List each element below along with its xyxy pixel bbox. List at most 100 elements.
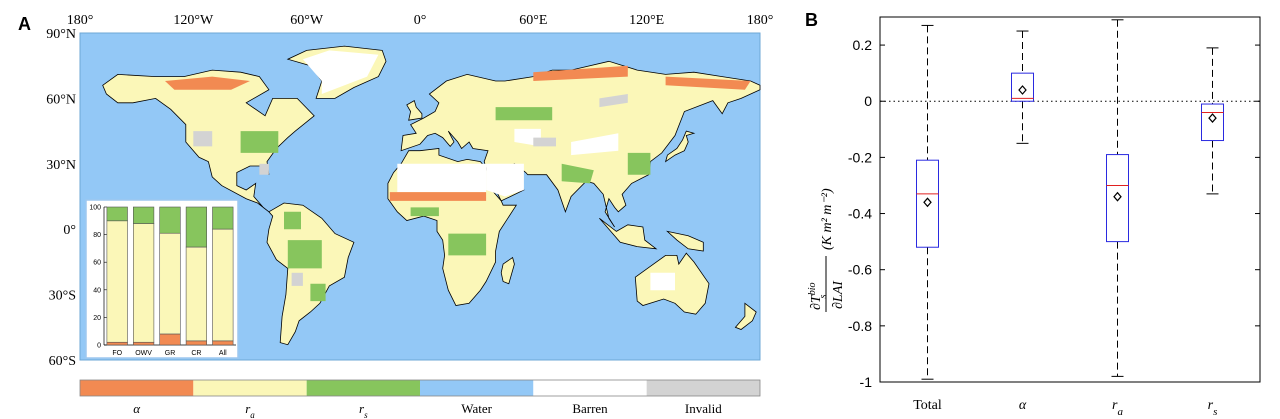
panel-b-letter: B	[805, 10, 818, 30]
legend-frame	[79, 379, 761, 397]
mean-marker	[1018, 85, 1027, 95]
lon-label-1: 120°W	[173, 13, 214, 28]
plot-frame	[879, 16, 1261, 383]
patch-barren-3	[571, 133, 619, 156]
patch-rs-11	[287, 240, 322, 269]
legend-swatch-alpha	[80, 380, 194, 396]
latitude-labels: 90°N 60°N 30°N 0° 30°S 60°S	[46, 27, 76, 369]
box-1	[1011, 30, 1034, 144]
ytick-label-1: 0	[864, 93, 872, 109]
ytick-label-3: -0.4	[848, 206, 872, 222]
patch-barren-4	[650, 272, 675, 291]
ylabel-sup: bio	[807, 283, 818, 296]
land-japan	[664, 130, 696, 163]
inset-bar-chart: 0 20 40 60 80 100 FO OWV GR CR All	[85, 199, 239, 359]
lat-label-2: 30°N	[46, 158, 76, 173]
patch-invalid-20	[291, 272, 303, 286]
inset-bar-OWV-rs	[133, 206, 155, 224]
legend-label-rs: rs	[359, 401, 368, 419]
lat-label-5: 60°S	[49, 354, 76, 369]
lon-label-2: 60°W	[290, 13, 324, 28]
inset-ytick-label-1: 20	[93, 315, 101, 322]
inset-xtick-label-4: All	[219, 350, 227, 357]
legend-label-alpha: α	[133, 401, 141, 416]
map-legend: α ra rs Water Barren Invalid	[79, 379, 761, 419]
lat-label-4: 30°S	[49, 289, 76, 304]
inset-bar-GR-alpha	[159, 333, 181, 346]
patch-rs-12	[310, 283, 326, 302]
patch-rs-15	[561, 163, 594, 184]
inset-bar-CR-alpha	[185, 340, 207, 346]
land-south-america	[266, 202, 355, 346]
inset-bars: FO OWV GR CR All	[106, 206, 234, 357]
inset-xtick-label-0: FO	[112, 350, 122, 357]
patch-rs-16	[627, 152, 651, 175]
legend-swatch-barren	[533, 380, 647, 396]
lon-label-5: 120°E	[629, 13, 664, 28]
patch-invalid-21	[599, 94, 628, 108]
xtick-label-0: Total	[913, 398, 942, 413]
inset-bar-CR-rs	[185, 206, 207, 248]
xtick-label-2: ra	[1112, 398, 1123, 418]
land-indonesia	[599, 217, 658, 250]
lat-label-1: 60°N	[46, 92, 76, 107]
ytick-label-6: -1	[860, 374, 873, 390]
inset-bar-OWV-ra	[133, 223, 155, 343]
inset-ytick-label-5: 100	[89, 205, 101, 212]
box-plot: 0.2 0 -0.2 -0.4 -0.6 -0.8 -1 Total α ra rs ∂Tbios…	[807, 16, 1261, 418]
patch-rs-17	[284, 211, 301, 230]
ylabel-partial: ∂T	[809, 294, 824, 310]
inset-ytick-label-0: 0	[97, 343, 101, 350]
inset-ytick-label-3: 60	[93, 260, 101, 267]
svg-text:∂Tbios: ∂Tbios	[807, 283, 829, 311]
inset-ytick-label-4: 80	[93, 232, 101, 239]
boxes	[916, 19, 1224, 380]
ylabel-sub: s	[818, 295, 829, 299]
land-new-zealand	[734, 302, 757, 330]
legend-label-invalid: Invalid	[685, 401, 722, 416]
patch-rs-18	[495, 107, 553, 121]
inset-bar-GR-ra	[159, 232, 181, 335]
patch-alpha-7	[165, 76, 250, 90]
patch-barren-1	[486, 163, 524, 197]
legend-label-water: Water	[461, 401, 492, 416]
legend-swatch-ra	[193, 380, 307, 396]
longitude-labels: 180° 120°W 60°W 0° 60°E 120°E 180°	[67, 13, 774, 28]
patch-rs-13	[448, 233, 487, 256]
ylabel-units: (K m² m⁻²)	[820, 188, 835, 250]
mean-marker	[1113, 191, 1122, 202]
inset-xtick-label-3: CR	[191, 350, 201, 357]
inset-bar-FO-alpha	[106, 341, 128, 346]
inset-xtick-label-1: OWV	[135, 350, 152, 357]
inset-xtick-label-2: GR	[165, 350, 176, 357]
legend-swatch-water	[420, 380, 534, 396]
y-axis-label: ∂Tbios ∂LAI (K m² m⁻²)	[807, 188, 846, 312]
land-new-guinea	[666, 230, 704, 252]
box-3	[1201, 47, 1224, 195]
patch-invalid-22	[533, 137, 556, 147]
lat-label-0: 90°N	[46, 27, 76, 42]
patch-invalid-19	[259, 163, 269, 175]
patch-alpha-6	[389, 192, 487, 201]
inset-bar-All-rs	[212, 206, 234, 230]
box-2	[1106, 19, 1129, 377]
lon-label-3: 0°	[414, 13, 427, 28]
lon-label-4: 60°E	[519, 13, 547, 28]
patch-alpha-9	[665, 76, 751, 90]
y-axis: 0.2 0 -0.2 -0.4 -0.6 -0.8 -1	[848, 37, 1260, 390]
inset-bar-All-ra	[212, 228, 234, 342]
ytick-label-4: -0.6	[848, 262, 872, 278]
mean-marker	[923, 197, 932, 208]
inset-bar-GR-rs	[159, 206, 181, 234]
patch-invalid-23	[193, 131, 213, 147]
legend-swatch-rs	[306, 380, 420, 396]
patch-barren-5	[302, 50, 379, 94]
inset-ytick-label-2: 40	[93, 287, 101, 294]
panel-a-letter: A	[18, 14, 31, 34]
ytick-label-0: 0.2	[853, 37, 873, 53]
inset-bar-CR-ra	[185, 246, 207, 342]
ytick-label-2: -0.2	[848, 149, 872, 165]
inset-bar-FO-rs	[106, 206, 128, 222]
inset-bar-All-alpha	[212, 340, 234, 346]
